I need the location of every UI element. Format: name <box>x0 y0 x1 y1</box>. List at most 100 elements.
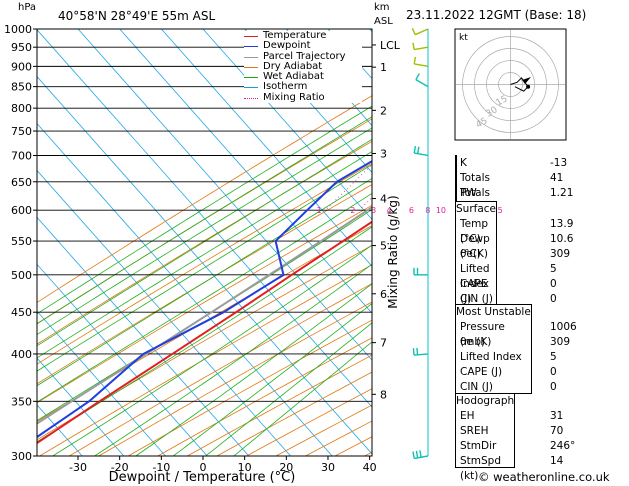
index-value: 1.21 <box>550 187 574 199</box>
mu-key: Lifted Index <box>460 351 522 363</box>
height-tick-label: LCL <box>380 39 401 52</box>
wind-barb-flag <box>416 347 419 355</box>
legend-item: Dewpoint <box>244 40 362 52</box>
km-label: km <box>374 2 390 13</box>
isotherm-line <box>161 29 372 267</box>
temperature-tick-label: 40 <box>363 461 377 474</box>
wet-adiabat <box>172 302 372 456</box>
temperature-tick-label: 20 <box>279 461 293 474</box>
height-tick-label: 5 <box>380 240 387 253</box>
legend-label: Temperature <box>263 30 327 41</box>
surface-value: 0 <box>550 293 557 305</box>
legend-item: Dry Adiabat <box>244 61 362 72</box>
legend-item: Isotherm <box>244 82 362 92</box>
index-key: Totals Totals <box>460 172 490 199</box>
hodo-value: 246° <box>550 440 576 452</box>
mixing-ratio-axis-label: Mixing Ratio (g/kg) <box>386 195 400 308</box>
wind-barb-staff <box>413 353 429 356</box>
pressure-tick-label: 700 <box>11 149 32 162</box>
legend-swatch <box>244 66 258 68</box>
mixing-ratio-lines <box>324 163 372 211</box>
dry-adiabat <box>37 244 372 441</box>
surface-table: Surface Temp (°C) 13.9 Dewp (°C) 10.6 θe(K… <box>455 201 573 305</box>
hodo-value: 70 <box>550 425 564 437</box>
wet-adiabat <box>94 263 372 456</box>
legend-item: Parcel Trajectory <box>244 51 362 62</box>
location-title: 40°58'N 28°49'E 55m ASL <box>58 9 216 23</box>
surface-value: 13.9 <box>550 218 574 230</box>
dewpoint-profile <box>37 159 372 439</box>
isotherm-line <box>37 29 372 408</box>
mu-value: 1006 <box>550 321 577 333</box>
height-tick-label: 3 <box>380 147 387 160</box>
wind-barbs <box>411 28 429 460</box>
index-key: K <box>460 157 467 169</box>
legend: Temperature Dewpoint Parcel Trajectory Dry … <box>244 30 362 104</box>
wind-barb-flag <box>411 28 416 35</box>
plot-frame <box>36 28 373 457</box>
surface-value: 309 <box>550 248 571 260</box>
wind-barb <box>413 267 428 276</box>
wind-barb <box>415 73 429 88</box>
height-tick-label: 1 <box>380 61 387 74</box>
wind-barb <box>412 42 429 51</box>
isotherm-line <box>37 169 291 456</box>
mixing-ratio-label: 2 <box>350 206 355 215</box>
wet-adiabat <box>37 192 372 403</box>
hodo-key: SREH <box>460 425 489 437</box>
dry-adiabat <box>37 225 372 423</box>
hodo-value: 14 <box>550 455 564 467</box>
legend-item: Temperature <box>244 30 362 41</box>
height-tick-label: 8 <box>380 388 387 401</box>
wind-barb-flag <box>412 42 415 50</box>
hodograph: kt 45 30 15 <box>454 28 567 141</box>
temperature-profile <box>37 220 372 445</box>
surface-key: Dewp (°C) <box>460 233 490 260</box>
pressure-tick-label: 300 <box>11 450 32 463</box>
wind-barb <box>412 450 429 460</box>
legend-swatch <box>244 36 258 37</box>
temperature-axis: -30 -20 -10 0 10 20 30 40 <box>69 456 377 474</box>
copyright-footer[interactable]: © weatheronline.co.uk <box>478 470 610 484</box>
hodograph-table: Hodograph EH 31 SREH 70 StmDir 246° StmSpd … <box>455 393 575 482</box>
legend-item: Mixing Ratio <box>244 91 362 103</box>
hodograph-unit: kt <box>459 33 468 43</box>
hodograph-end-point <box>526 84 531 89</box>
surface-value: 10.6 <box>550 233 574 245</box>
wind-barb-flag <box>413 146 417 154</box>
dry-adiabat <box>37 204 372 404</box>
temperature-tick-label: 0 <box>200 461 207 474</box>
dry-adiabat <box>98 301 372 456</box>
hodo-key: EH <box>460 410 475 422</box>
index-value: 41 <box>550 172 564 184</box>
height-tick-label: 2 <box>380 104 387 117</box>
wind-barb-staff <box>414 152 429 157</box>
isotherm-line <box>119 29 372 314</box>
isotherm-line <box>37 122 333 456</box>
mu-key: CAPE (J) <box>460 366 503 378</box>
mu-value: 309 <box>550 336 571 348</box>
legend-label: Dewpoint <box>263 40 311 52</box>
wind-barb-staff <box>414 28 429 36</box>
asl-label: ASL <box>374 16 393 27</box>
hodo-key: StmSpd (kt) <box>460 455 502 482</box>
pressure-tick-label: 1000 <box>4 23 32 36</box>
wet-adiabat <box>52 244 372 456</box>
wind-barb-flag <box>415 450 419 458</box>
hodograph-ring-label: 45 <box>475 116 490 130</box>
dry-adiabat <box>37 184 372 385</box>
height-tick-label: 6 <box>380 288 387 301</box>
legend-swatch <box>244 46 258 48</box>
wind-barb-staff <box>414 63 429 68</box>
mu-key: CIN (J) <box>460 381 493 393</box>
legend-label: Isotherm <box>263 81 308 93</box>
hodograph-ring-label: 15 <box>495 94 510 108</box>
surface-key: θe(K) <box>460 248 488 260</box>
dry-adiabat <box>69 283 372 456</box>
legend-swatch <box>244 56 258 58</box>
surface-key: CAPE (J) <box>460 278 488 305</box>
legend-label: Mixing Ratio <box>263 91 325 103</box>
mixing-ratio-label: 6 <box>409 206 414 215</box>
